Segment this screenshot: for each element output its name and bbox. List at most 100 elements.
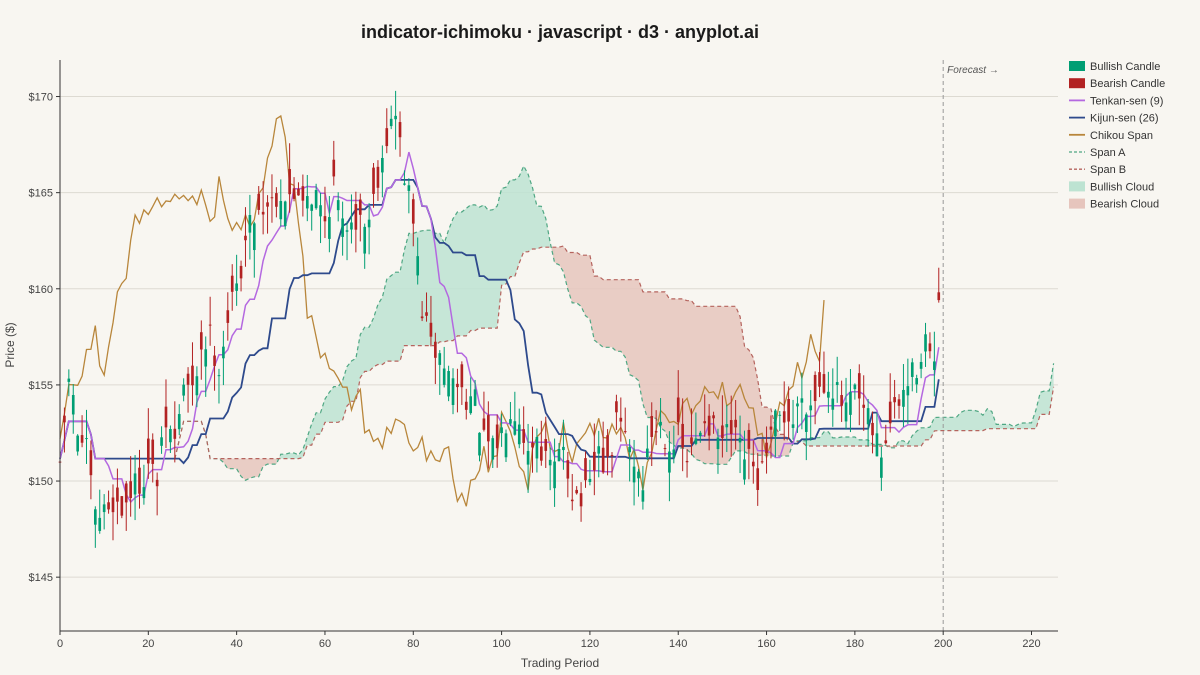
- bullish-candle: [535, 428, 539, 473]
- legend-swatch: [1069, 78, 1085, 89]
- bearish-candle: [610, 452, 614, 478]
- candle-body: [111, 497, 115, 513]
- candle-body: [897, 399, 901, 406]
- candle-body: [257, 193, 261, 210]
- bullish-candle: [791, 399, 795, 440]
- bullish-candle: [319, 192, 322, 244]
- bullish-candle: [645, 425, 649, 461]
- legend-swatch: [1069, 181, 1085, 192]
- candle-body: [601, 447, 605, 473]
- legend-label: Span A: [1090, 147, 1126, 159]
- candle-body: [288, 169, 291, 195]
- candle-body: [319, 205, 322, 217]
- candle-body: [509, 419, 512, 424]
- candle-body: [120, 496, 124, 516]
- bearish-candle: [398, 111, 402, 157]
- candle-body: [275, 193, 278, 207]
- bullish-candle: [659, 398, 662, 439]
- y-tick-label: $170: [29, 92, 53, 104]
- candle-body: [570, 499, 574, 502]
- candle-body: [164, 406, 168, 428]
- bearish-candle: [522, 406, 525, 455]
- bearish-candle: [623, 407, 627, 434]
- bullish-candle: [94, 506, 97, 548]
- y-tick-label: $150: [29, 476, 53, 488]
- chikou-span-line: [59, 114, 825, 507]
- span-lines: [174, 164, 1055, 482]
- x-tick-label: 0: [57, 638, 63, 650]
- candlesticks: [58, 90, 941, 548]
- candle-body: [305, 196, 309, 209]
- bearish-candle: [116, 468, 119, 525]
- candle-body: [248, 215, 252, 233]
- bearish-candle: [266, 195, 269, 234]
- span-b-line: [174, 245, 1055, 460]
- candle-body: [729, 420, 733, 434]
- candle-body: [345, 230, 349, 232]
- bullish-candle: [628, 439, 631, 482]
- candle-body: [85, 438, 88, 440]
- candle-body: [389, 118, 393, 127]
- candle-body: [813, 374, 817, 402]
- candle-body: [862, 404, 866, 408]
- bearish-candle: [544, 416, 548, 469]
- candle-body: [385, 128, 389, 147]
- legend-item: Span A: [1069, 147, 1126, 159]
- candle-body: [698, 432, 702, 437]
- bearish-candle: [239, 260, 243, 292]
- candle-body: [358, 199, 362, 215]
- candle-body: [155, 479, 159, 487]
- bullish-candle: [222, 330, 225, 386]
- candle-body: [606, 435, 609, 457]
- candle-body: [804, 414, 808, 432]
- candle-body: [628, 446, 631, 453]
- candle-body: [866, 408, 870, 425]
- candle-body: [407, 185, 411, 191]
- candle-body: [323, 216, 327, 222]
- candle-body: [751, 461, 755, 467]
- bearish-candle: [80, 415, 84, 448]
- bullish-candle: [597, 430, 601, 478]
- candle-body: [513, 421, 517, 435]
- candle-body: [252, 223, 256, 251]
- bullish-candle: [526, 423, 530, 493]
- candle-body: [482, 418, 486, 430]
- bearish-candle: [208, 296, 212, 346]
- x-axis-ticks: 0 20 40 60 80 100 120 140 160 180 200 220: [57, 631, 1041, 650]
- bullish-candle: [451, 368, 455, 415]
- axes: $145 $150 $155 $160 $165 $170 0 20 40 60 80 100 120…: [29, 60, 1058, 650]
- candle-body: [668, 451, 671, 473]
- candle-body: [217, 375, 221, 377]
- candle-body: [875, 433, 879, 457]
- bearish-candle: [425, 292, 428, 322]
- candle-body: [191, 365, 194, 386]
- bullish-candle: [85, 409, 88, 464]
- bullish-candle: [102, 494, 106, 530]
- bullish-candle: [305, 174, 309, 222]
- bullish-cloud: [793, 431, 891, 448]
- legend-item: Bullish Candle: [1069, 61, 1160, 73]
- bearish-candle: [226, 292, 230, 341]
- bullish-candle: [500, 413, 503, 447]
- bearish-candle: [685, 449, 689, 478]
- candle-body: [853, 384, 857, 390]
- bearish-candle: [111, 484, 115, 541]
- x-tick-label: 100: [492, 638, 510, 650]
- bearish-candle: [893, 379, 896, 419]
- candle-body: [76, 435, 79, 452]
- bearish-candle: [173, 401, 177, 463]
- y-tick-label: $160: [29, 284, 53, 296]
- bullish-candle: [849, 368, 852, 433]
- bearish-candle: [63, 407, 66, 453]
- bearish-candle: [138, 449, 141, 509]
- candle-body: [857, 373, 861, 399]
- bullish-candle: [796, 396, 799, 433]
- candle-body: [195, 376, 199, 396]
- bullish-candle: [509, 401, 512, 427]
- y-axis-label: Price ($): [3, 322, 17, 367]
- candle-body: [504, 433, 508, 458]
- candle-body: [244, 235, 247, 241]
- bullish-candle: [195, 366, 199, 408]
- bullish-candle: [698, 430, 702, 443]
- bearish-candle: [871, 411, 874, 454]
